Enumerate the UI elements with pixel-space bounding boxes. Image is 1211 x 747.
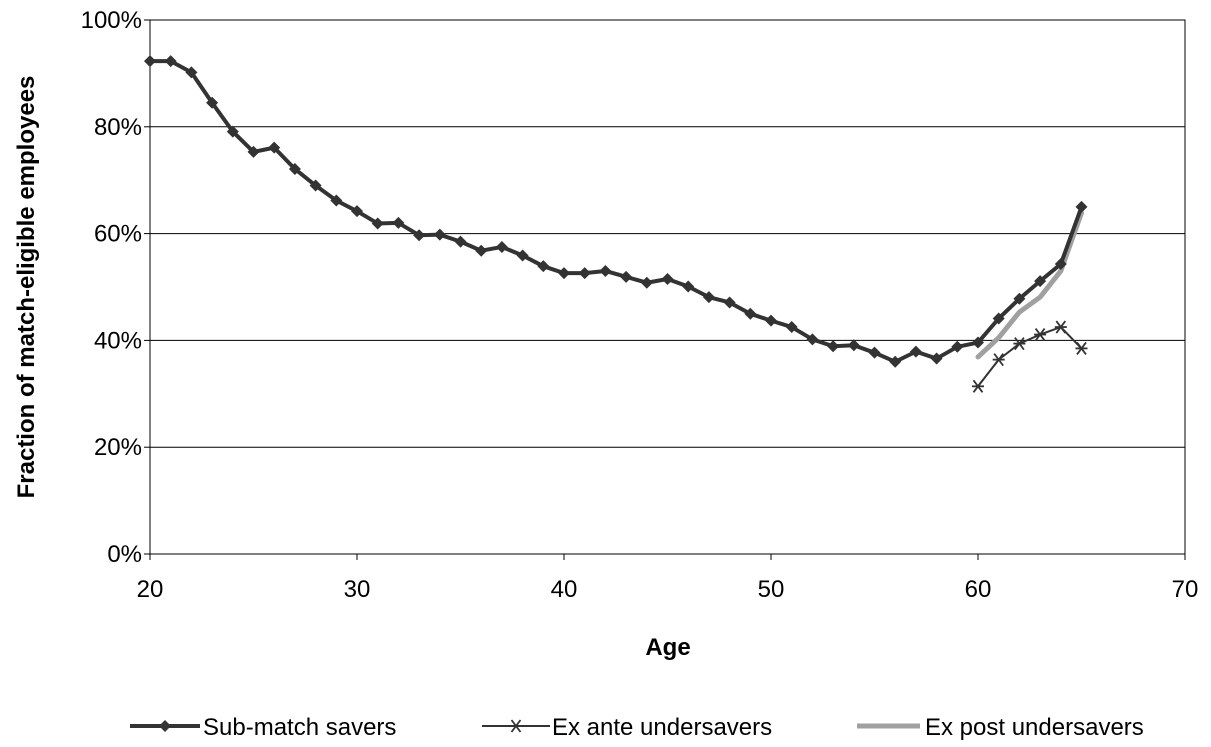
data-point: [827, 340, 840, 353]
data-point: [475, 244, 488, 257]
x-tick-label: 30: [344, 576, 371, 603]
data-point: [992, 312, 1005, 325]
data-point: [909, 345, 922, 358]
data-point: [516, 249, 529, 262]
data-point: [206, 96, 219, 109]
data-point-stroke: [972, 379, 984, 393]
legend-item: Sub-match savers: [130, 714, 396, 741]
data-point-stroke: [993, 353, 1004, 367]
series-layer: [144, 55, 1088, 393]
y-tick-label: 80%: [94, 114, 142, 141]
y-axis-title: Fraction of match-eligible employees: [13, 76, 40, 499]
legend-item: Ex ante undersavers: [482, 714, 772, 741]
data-point: [640, 276, 653, 289]
data-point: [510, 719, 522, 733]
x-axis-title: Age: [645, 634, 690, 661]
data-point: [992, 353, 1005, 367]
data-point: [1054, 320, 1067, 334]
data-point: [868, 346, 881, 359]
data-point: [144, 55, 156, 68]
data-point-stroke: [1055, 320, 1067, 334]
data-point: [620, 270, 633, 283]
data-point: [599, 264, 612, 277]
data-point: [765, 314, 777, 327]
y-tick-label: 40%: [94, 327, 142, 354]
series-2: [975, 210, 1084, 360]
x-tick-label: 60: [965, 576, 992, 603]
data-point: [951, 340, 964, 353]
series-line: [975, 210, 1084, 360]
data-point: [309, 179, 322, 192]
data-point-stroke: [510, 719, 522, 733]
data-point: [537, 260, 550, 273]
data-point: [702, 291, 715, 304]
legend-label: Ex ante undersavers: [552, 714, 772, 741]
data-point: [806, 333, 819, 346]
data-point: [889, 355, 902, 368]
data-point: [1013, 292, 1026, 305]
data-point: [744, 307, 757, 320]
data-point-stroke: [1034, 327, 1046, 342]
plot-area: [149, 19, 1186, 555]
data-point: [288, 162, 301, 175]
data-point: [159, 720, 171, 732]
data-point: [433, 228, 446, 241]
y-tick-label: 100%: [81, 7, 142, 34]
series-1: [972, 320, 1088, 393]
series-line: [977, 326, 1083, 388]
y-tick-label: 20%: [94, 434, 142, 461]
y-tick-label: 0%: [107, 541, 142, 568]
data-point: [1075, 341, 1088, 355]
data-point-stroke: [1076, 341, 1087, 355]
data-point: [578, 267, 591, 280]
data-point: [682, 280, 695, 293]
y-tick-label: 60%: [94, 221, 142, 248]
data-point: [972, 336, 984, 349]
data-point: [495, 240, 508, 253]
x-tick-label: 40: [551, 576, 578, 603]
data-point: [247, 145, 260, 158]
data-point: [268, 141, 281, 154]
axis-ticks: 0% 20% 40% 60% 80% 100% 20 30 40 50 60 70: [81, 7, 1199, 603]
data-point: [930, 352, 943, 365]
series-line: [148, 59, 1084, 364]
data-point: [164, 55, 177, 68]
data-point: [785, 321, 798, 334]
data-point: [1054, 258, 1067, 271]
x-tick-label: 70: [1172, 576, 1199, 603]
data-point: [1034, 327, 1047, 342]
data-point-stroke: [1014, 337, 1025, 351]
series-0: [144, 55, 1088, 368]
gridlines: [150, 126, 1185, 448]
data-point: [972, 379, 984, 393]
data-point: [226, 125, 239, 138]
legend-label: Ex post undersavers: [925, 714, 1144, 741]
data-point: [392, 216, 405, 229]
legend: Sub-match savers Ex ante undersavers Ex po…: [130, 714, 1144, 741]
data-point: [1013, 337, 1026, 351]
x-tick-label: 20: [137, 576, 164, 603]
data-point: [1034, 275, 1047, 288]
data-point: [723, 296, 736, 309]
data-point: [351, 205, 363, 218]
legend-label: Sub-match savers: [203, 714, 396, 741]
data-point: [558, 267, 570, 280]
data-point: [454, 235, 467, 248]
legend-item: Ex post undersavers: [857, 714, 1144, 741]
data-point: [330, 194, 343, 207]
data-point: [1075, 200, 1088, 213]
data-point: [413, 229, 426, 242]
data-point: [661, 272, 674, 285]
data-point: [185, 66, 198, 79]
data-point: [847, 339, 860, 352]
x-tick-label: 50: [758, 576, 785, 603]
data-point: [371, 217, 384, 230]
